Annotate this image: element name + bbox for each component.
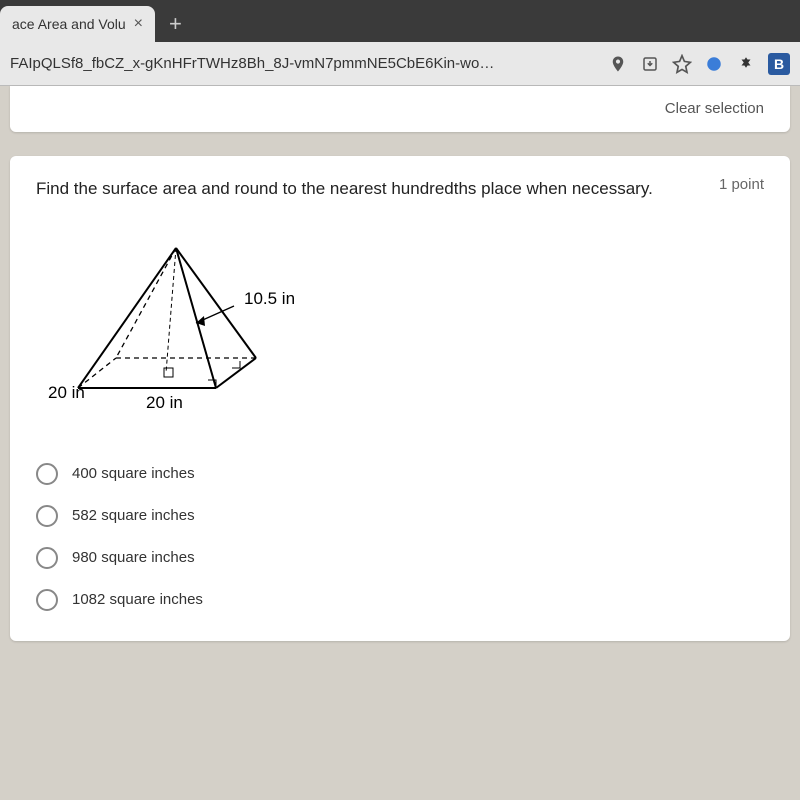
option-label: 400 square inches	[72, 465, 195, 482]
extension-icon-1[interactable]	[704, 54, 724, 74]
slant-label: 10.5 in	[244, 289, 295, 308]
location-icon[interactable]	[608, 54, 628, 74]
extension-icon-2[interactable]	[736, 54, 756, 74]
clear-selection-card: Clear selection	[10, 86, 790, 132]
question-header: Find the surface area and round to the n…	[36, 176, 764, 202]
install-icon[interactable]	[640, 54, 660, 74]
new-tab-button[interactable]: +	[155, 6, 196, 42]
points-label: 1 point	[719, 176, 764, 193]
pyramid-figure: 10.5 in 20 in 20 in	[46, 228, 764, 433]
option-label: 980 square inches	[72, 549, 195, 566]
option-label: 582 square inches	[72, 507, 195, 524]
url-text[interactable]: FAIpQLSf8_fbCZ_x-gKnHFrTWHz8Bh_8J-vmN7pm…	[10, 55, 596, 72]
close-icon[interactable]: ×	[134, 15, 143, 33]
browser-tab[interactable]: ace Area and Volu ×	[0, 6, 155, 42]
option-row[interactable]: 582 square inches	[36, 495, 764, 537]
tab-strip: ace Area and Volu × +	[0, 0, 800, 42]
base1-label: 20 in	[48, 383, 85, 402]
star-icon[interactable]	[672, 54, 692, 74]
extension-icon-3[interactable]: B	[768, 53, 790, 75]
page-content: Clear selection Find the surface area an…	[0, 86, 800, 800]
radio-button[interactable]	[36, 547, 58, 569]
option-row[interactable]: 400 square inches	[36, 453, 764, 495]
radio-button[interactable]	[36, 505, 58, 527]
radio-button[interactable]	[36, 463, 58, 485]
option-row[interactable]: 1082 square inches	[36, 579, 764, 621]
radio-button[interactable]	[36, 589, 58, 611]
question-card: Find the surface area and round to the n…	[10, 156, 790, 641]
question-text: Find the surface area and round to the n…	[36, 176, 653, 202]
tab-title: ace Area and Volu	[12, 16, 126, 32]
answer-options: 400 square inches 582 square inches 980 …	[36, 453, 764, 621]
address-bar: FAIpQLSf8_fbCZ_x-gKnHFrTWHz8Bh_8J-vmN7pm…	[0, 42, 800, 86]
option-row[interactable]: 980 square inches	[36, 537, 764, 579]
option-label: 1082 square inches	[72, 591, 203, 608]
base2-label: 20 in	[146, 393, 183, 412]
clear-selection-link[interactable]: Clear selection	[665, 100, 764, 117]
